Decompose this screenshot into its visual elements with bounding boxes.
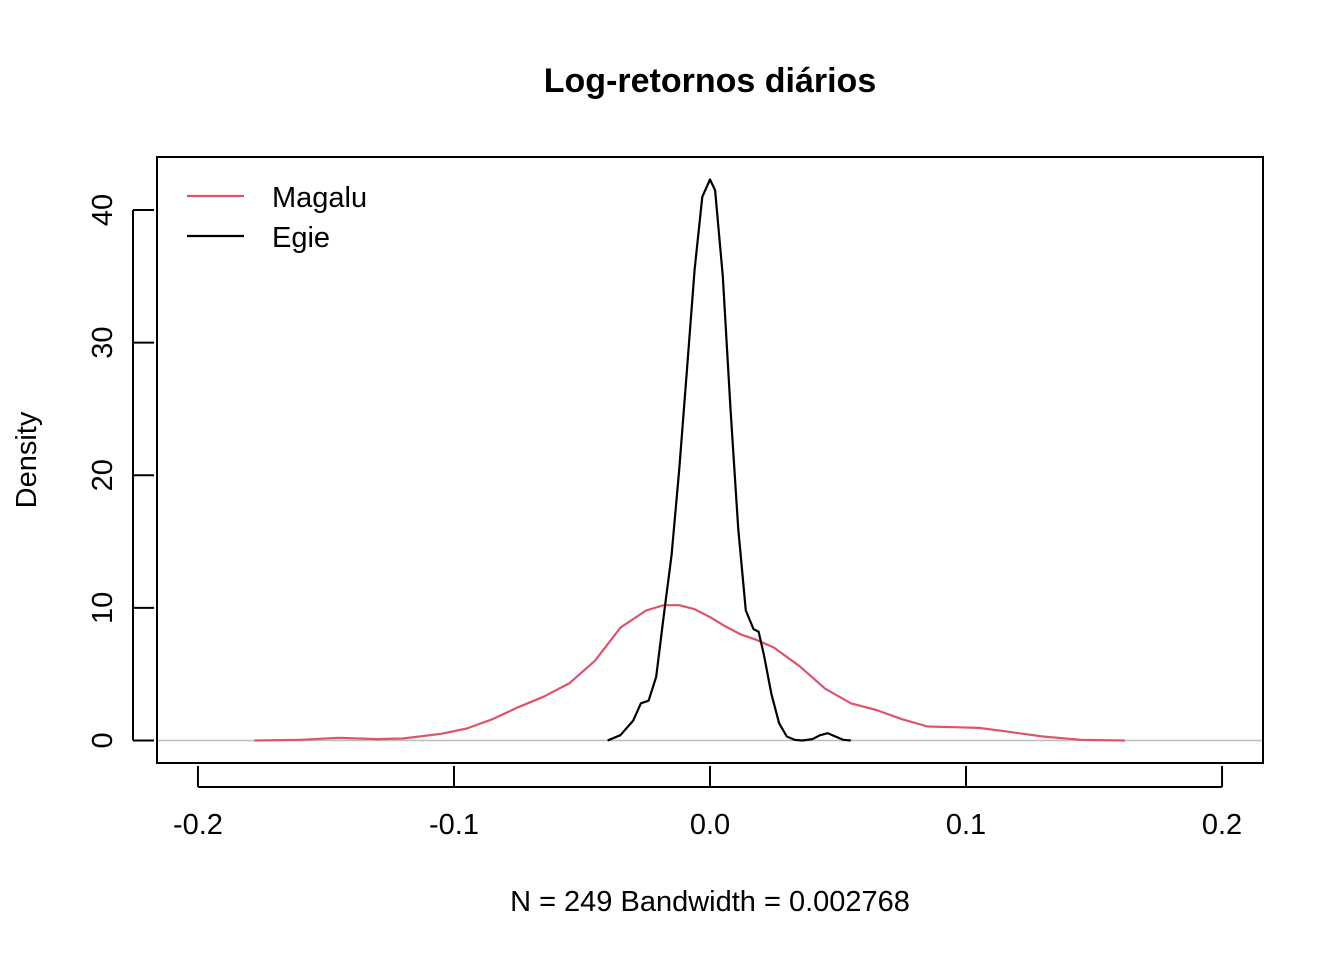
x-axis: -0.2 -0.1 0.0 0.1 0.2 xyxy=(173,766,1242,841)
x-tick-label: -0.2 xyxy=(173,809,223,841)
y-tick-label: 20 xyxy=(87,459,119,491)
y-tick-label: 30 xyxy=(87,327,119,359)
legend-label-egie: Egie xyxy=(272,222,330,254)
series-layer xyxy=(254,178,1125,742)
x-tick-label: 0.0 xyxy=(690,809,730,841)
series-line-egie xyxy=(607,178,851,742)
y-tick-label: 40 xyxy=(87,194,119,226)
series-line-magalu xyxy=(254,604,1125,742)
x-tick-label: 0.1 xyxy=(946,809,986,841)
y-tick-label: 0 xyxy=(87,732,119,748)
legend-label-magalu: Magalu xyxy=(272,182,367,214)
chart-title: Log-retornos diários xyxy=(544,62,876,100)
y-tick-label: 10 xyxy=(87,592,119,624)
y-axis: 0 10 20 30 40 xyxy=(87,194,154,749)
y-axis-label: Density xyxy=(11,411,43,508)
x-axis-label: N = 249 Bandwidth = 0.002768 xyxy=(510,886,910,918)
legend: Magalu Egie xyxy=(187,182,367,254)
x-tick-label: 0.2 xyxy=(1202,809,1242,841)
plot-frame xyxy=(156,156,1264,764)
x-tick-label: -0.1 xyxy=(429,809,479,841)
